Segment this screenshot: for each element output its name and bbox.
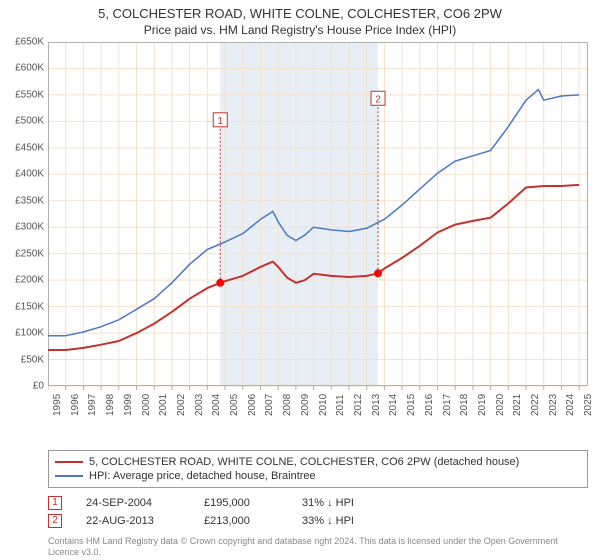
x-tick-label: 2015	[406, 394, 417, 416]
x-tick-label: 1996	[70, 394, 81, 416]
y-tick-label: £600K	[4, 63, 44, 74]
x-tick-label: 2024	[565, 394, 576, 416]
page-subtitle: Price paid vs. HM Land Registry's House …	[0, 21, 600, 43]
license-text: Contains HM Land Registry data © Crown c…	[48, 536, 588, 558]
x-tick-label: 2012	[353, 394, 364, 416]
x-tick-label: 2025	[583, 394, 594, 416]
x-tick-label: 2023	[548, 394, 559, 416]
x-tick-label: 2011	[335, 394, 346, 416]
x-tick-label: 1998	[105, 394, 116, 416]
legend-label-subject: 5, COLCHESTER ROAD, WHITE COLNE, COLCHES…	[89, 456, 519, 468]
legend-item-hpi: HPI: Average price, detached house, Brai…	[55, 469, 581, 483]
y-tick-label: £100K	[4, 328, 44, 339]
x-tick-label: 2017	[442, 394, 453, 416]
page-title: 5, COLCHESTER ROAD, WHITE COLNE, COLCHES…	[0, 0, 600, 21]
x-tick-label: 2004	[211, 394, 222, 416]
sale-marker-2: 2	[48, 514, 62, 528]
x-tick-label: 2010	[318, 394, 329, 416]
y-tick-label: £250K	[4, 248, 44, 259]
svg-text:2: 2	[375, 94, 381, 105]
sale-date-2: 22-AUG-2013	[86, 515, 196, 527]
x-tick-label: 2014	[388, 394, 399, 416]
sale-price-1: £195,000	[204, 497, 294, 509]
y-tick-label: £0	[4, 381, 44, 392]
sale-row-1: 1 24-SEP-2004 £195,000 31% ↓ HPI	[48, 494, 588, 512]
x-tick-label: 2019	[477, 394, 488, 416]
y-tick-label: £650K	[4, 37, 44, 48]
x-tick-label: 2020	[495, 394, 506, 416]
x-tick-label: 2022	[530, 394, 541, 416]
x-tick-label: 2008	[282, 394, 293, 416]
sale-price-2: £213,000	[204, 515, 294, 527]
sale-hpi-1: 31% ↓ HPI	[302, 497, 422, 509]
container: 5, COLCHESTER ROAD, WHITE COLNE, COLCHES…	[0, 0, 600, 560]
x-tick-label: 1999	[123, 394, 134, 416]
x-tick-label: 2002	[176, 394, 187, 416]
x-tick-label: 2013	[371, 394, 382, 416]
legend-label-hpi: HPI: Average price, detached house, Brai…	[89, 470, 316, 482]
legend-swatch-subject	[55, 461, 83, 463]
x-tick-label: 2021	[512, 394, 523, 416]
price-chart: 12	[48, 42, 588, 412]
sales-table: 1 24-SEP-2004 £195,000 31% ↓ HPI 2 22-AU…	[48, 494, 588, 530]
sale-row-2: 2 22-AUG-2013 £213,000 33% ↓ HPI	[48, 512, 588, 530]
x-tick-label: 1995	[52, 394, 63, 416]
sale-marker-1: 1	[48, 496, 62, 510]
x-tick-label: 1997	[87, 394, 98, 416]
legend-item-subject: 5, COLCHESTER ROAD, WHITE COLNE, COLCHES…	[55, 455, 581, 469]
y-tick-label: £300K	[4, 222, 44, 233]
y-tick-label: £150K	[4, 301, 44, 312]
svg-text:1: 1	[217, 116, 223, 127]
x-tick-label: 2003	[194, 394, 205, 416]
y-tick-label: £400K	[4, 169, 44, 180]
x-tick-label: 2001	[158, 394, 169, 416]
chart-area: 12	[48, 42, 588, 412]
sale-hpi-2: 33% ↓ HPI	[302, 515, 422, 527]
y-tick-label: £500K	[4, 116, 44, 127]
x-tick-label: 2007	[264, 394, 275, 416]
y-tick-label: £200K	[4, 275, 44, 286]
x-tick-label: 2006	[247, 394, 258, 416]
y-tick-label: £550K	[4, 89, 44, 100]
sale-date-1: 24-SEP-2004	[86, 497, 196, 509]
x-tick-label: 2009	[300, 394, 311, 416]
y-tick-label: £350K	[4, 195, 44, 206]
x-tick-label: 2005	[229, 394, 240, 416]
y-tick-label: £50K	[4, 354, 44, 365]
x-tick-label: 2018	[459, 394, 470, 416]
y-tick-label: £450K	[4, 142, 44, 153]
legend: 5, COLCHESTER ROAD, WHITE COLNE, COLCHES…	[48, 450, 588, 488]
legend-swatch-hpi	[55, 475, 83, 477]
x-tick-label: 2016	[424, 394, 435, 416]
x-tick-label: 2000	[141, 394, 152, 416]
